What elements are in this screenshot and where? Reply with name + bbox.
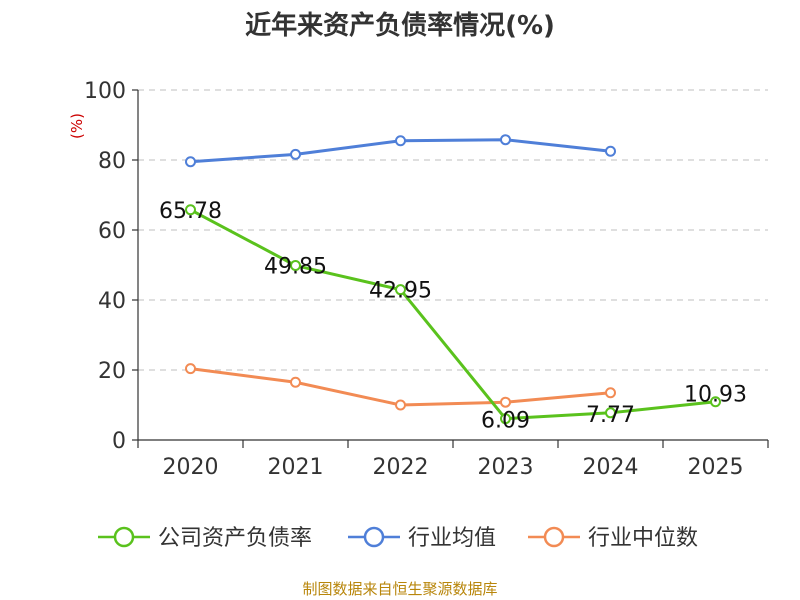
data-point[interactable] bbox=[290, 260, 301, 272]
data-label: 6.09 bbox=[481, 409, 530, 434]
source-note: 制图数据来自恒生聚源数据库 bbox=[302, 580, 497, 598]
data-point[interactable] bbox=[605, 387, 616, 399]
legend-item[interactable]: 行业中位数 bbox=[528, 526, 698, 551]
data-labels: 65.78 49.85 42.95 6.09 7.77 10.93 bbox=[159, 199, 747, 434]
data-point[interactable] bbox=[290, 148, 301, 160]
data-point[interactable] bbox=[500, 413, 511, 425]
data-label: 42.95 bbox=[369, 279, 432, 304]
data-label: 10.93 bbox=[684, 383, 747, 408]
x-tick-label: 2025 bbox=[688, 455, 744, 480]
data-point[interactable] bbox=[710, 396, 721, 408]
legend-marker bbox=[543, 526, 565, 548]
data-point[interactable] bbox=[395, 399, 406, 411]
legend-label: 行业中位数 bbox=[588, 526, 698, 551]
gridlines bbox=[138, 89, 768, 371]
y-tick-label: 40 bbox=[98, 289, 126, 314]
chart-title: 近年来资产负债率情况(%) bbox=[245, 10, 555, 41]
series-line bbox=[189, 208, 716, 421]
x-tick-label: 2022 bbox=[373, 455, 429, 480]
legend-label: 行业均值 bbox=[408, 526, 496, 551]
data-point[interactable] bbox=[395, 284, 406, 296]
data-point[interactable] bbox=[185, 363, 196, 375]
data-point[interactable] bbox=[605, 145, 616, 157]
y-unit-label: (%) bbox=[68, 113, 86, 139]
series bbox=[185, 134, 721, 425]
data-point[interactable] bbox=[185, 156, 196, 168]
data-label: 7.77 bbox=[586, 403, 635, 428]
x-tick-label: 2023 bbox=[478, 455, 534, 480]
axes: 0 20 40 60 80 100 2020 2021 2022 2023 2024 2025 bbox=[84, 79, 769, 480]
data-point[interactable] bbox=[500, 396, 511, 408]
legend-label: 公司资产负债率 bbox=[158, 526, 312, 551]
x-tick-label: 2020 bbox=[163, 455, 219, 480]
legend-item[interactable]: 行业均值 bbox=[348, 526, 496, 551]
data-label: 49.85 bbox=[264, 255, 327, 280]
data-point[interactable] bbox=[185, 204, 196, 216]
legend[interactable]: 公司资产负债率 行业均值 行业中位数 bbox=[98, 526, 698, 551]
x-tick-label: 2024 bbox=[583, 455, 639, 480]
legend-marker bbox=[113, 526, 135, 548]
data-point[interactable] bbox=[605, 407, 616, 419]
y-tick-label: 100 bbox=[84, 79, 126, 104]
y-tick-label: 60 bbox=[98, 219, 126, 244]
legend-marker bbox=[363, 526, 385, 548]
data-point[interactable] bbox=[500, 134, 511, 146]
x-tick-label: 2021 bbox=[268, 455, 324, 480]
y-tick-label: 20 bbox=[98, 359, 126, 384]
data-point[interactable] bbox=[290, 376, 301, 388]
y-tick-label: 0 bbox=[112, 429, 126, 454]
legend-item[interactable]: 公司资产负债率 bbox=[98, 526, 312, 551]
data-point[interactable] bbox=[395, 135, 406, 147]
y-tick-label: 80 bbox=[98, 149, 126, 174]
data-label: 65.78 bbox=[159, 199, 222, 224]
